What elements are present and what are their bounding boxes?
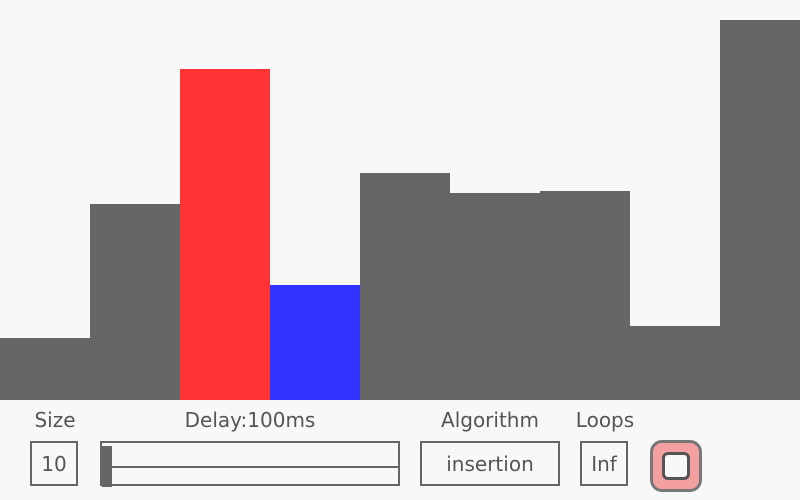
delay-label: Delay:100ms <box>184 408 316 432</box>
algorithm-select[interactable]: insertion <box>420 441 560 486</box>
bar <box>360 173 450 400</box>
bar <box>540 191 630 400</box>
bar-chart-area <box>0 20 800 400</box>
stop-icon <box>662 452 690 480</box>
loops-input[interactable]: Inf <box>580 441 628 486</box>
size-input[interactable]: 10 <box>30 441 78 486</box>
bar <box>450 193 540 400</box>
delay-slider[interactable] <box>100 441 400 487</box>
bar <box>630 326 720 400</box>
bar <box>0 338 90 400</box>
stop-button[interactable] <box>650 440 702 492</box>
delay-slider-track <box>112 466 398 468</box>
algorithm-label: Algorithm <box>441 408 539 432</box>
bar <box>180 69 270 400</box>
delay-slider-handle[interactable] <box>102 446 112 487</box>
bar <box>720 20 800 400</box>
loops-label: Loops <box>575 408 635 432</box>
bar <box>90 204 180 400</box>
size-label: Size <box>34 408 76 432</box>
bar <box>270 285 360 400</box>
